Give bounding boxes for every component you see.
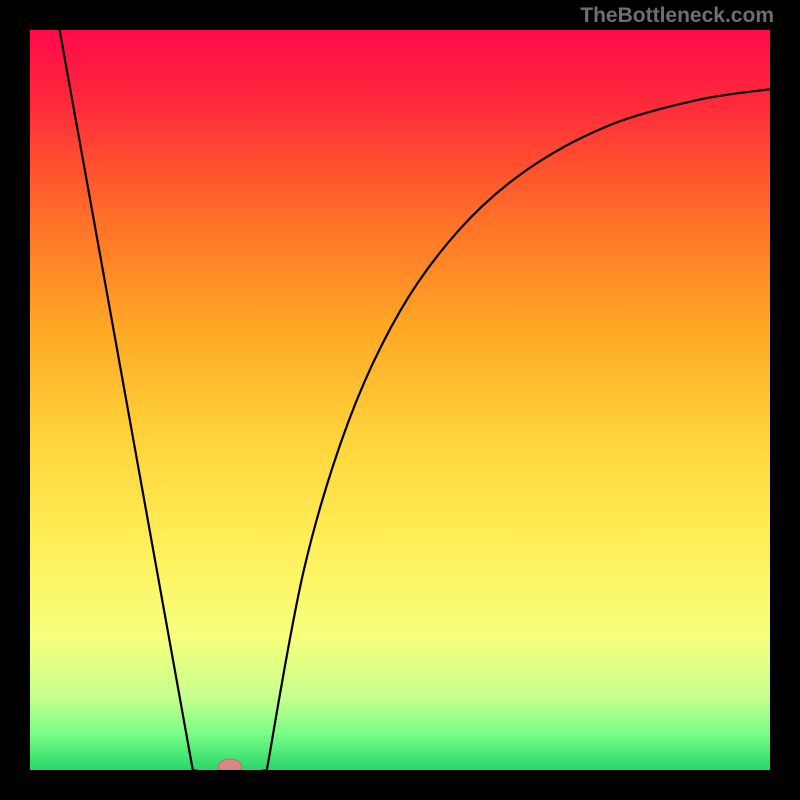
plot-area — [30, 30, 770, 770]
plot-svg — [30, 30, 770, 770]
watermark-text: TheBottleneck.com — [580, 4, 774, 28]
gradient-background — [30, 30, 770, 770]
chart-canvas: TheBottleneck.com — [0, 0, 800, 800]
